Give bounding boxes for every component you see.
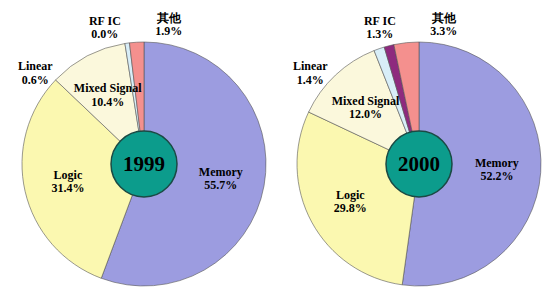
svg-text:2000: 2000 bbox=[398, 152, 440, 176]
svg-text:Mixed Signal10.4%: Mixed Signal10.4% bbox=[74, 81, 142, 108]
svg-text:RF IC0.0%: RF IC0.0% bbox=[89, 14, 121, 41]
svg-text:Linear1.4%: Linear1.4% bbox=[293, 59, 328, 86]
svg-text:其他1.9%: 其他1.9% bbox=[155, 11, 182, 38]
svg-text:1999: 1999 bbox=[123, 152, 165, 176]
svg-text:其他3.3%: 其他3.3% bbox=[430, 11, 457, 38]
svg-text:Mixed Signal12.0%: Mixed Signal12.0% bbox=[332, 94, 400, 121]
svg-text:Linear0.6%: Linear0.6% bbox=[18, 59, 53, 86]
svg-text:Memory52.2%: Memory52.2% bbox=[475, 156, 519, 183]
svg-text:Memory55.7%: Memory55.7% bbox=[199, 165, 243, 192]
svg-text:RF IC1.3%: RF IC1.3% bbox=[364, 14, 396, 41]
svg-text:Logic31.4%: Logic31.4% bbox=[51, 168, 84, 195]
svg-text:Logic29.8%: Logic29.8% bbox=[334, 188, 367, 215]
